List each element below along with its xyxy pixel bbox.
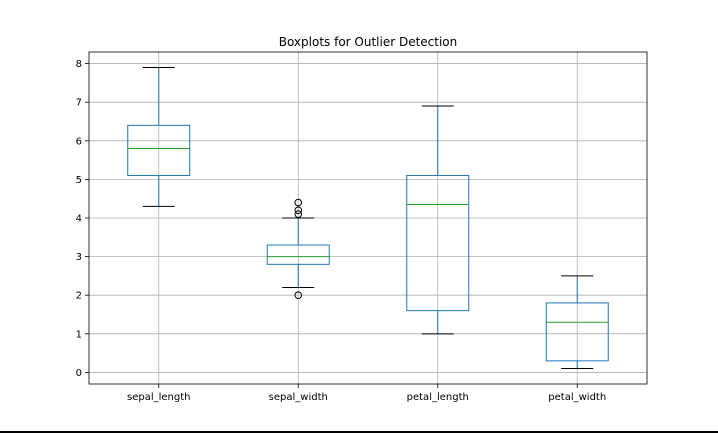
outlier-point [294, 206, 303, 215]
grid-lines [89, 52, 647, 384]
y-tick-label: 2 [76, 291, 82, 302]
window-bottom-border [0, 431, 718, 433]
y-tick-label: 6 [76, 136, 82, 147]
box-iqr [545, 302, 609, 362]
y-tick-label: 5 [76, 175, 82, 186]
x-tick-label: petal_width [548, 392, 606, 403]
y-tick-label: 4 [76, 214, 82, 225]
box-iqr [406, 175, 470, 312]
y-tick-label: 1 [76, 329, 82, 340]
x-tick-label: sepal_length [127, 392, 191, 403]
box-iqr [127, 124, 191, 177]
y-axis: 0 1 2 3 4 5 6 7 8 [76, 59, 89, 379]
x-tick-label: sepal_width [269, 392, 328, 403]
y-tick-label: 3 [76, 252, 82, 263]
outlier-point [294, 198, 303, 207]
y-tick-label: 7 [76, 98, 82, 109]
outlier-point [294, 291, 303, 300]
box-iqr [266, 244, 330, 265]
y-tick-label: 0 [76, 368, 82, 379]
plot-area-frame [88, 51, 648, 385]
x-axis: sepal_length sepal_width petal_length petal… [127, 384, 606, 403]
outlier-point [294, 210, 303, 218]
chart-title: Boxplots for Outlier Detection [279, 35, 458, 49]
x-tick-label: petal_length [407, 392, 469, 403]
y-tick-label: 8 [76, 59, 82, 70]
boxes [127, 66, 609, 370]
